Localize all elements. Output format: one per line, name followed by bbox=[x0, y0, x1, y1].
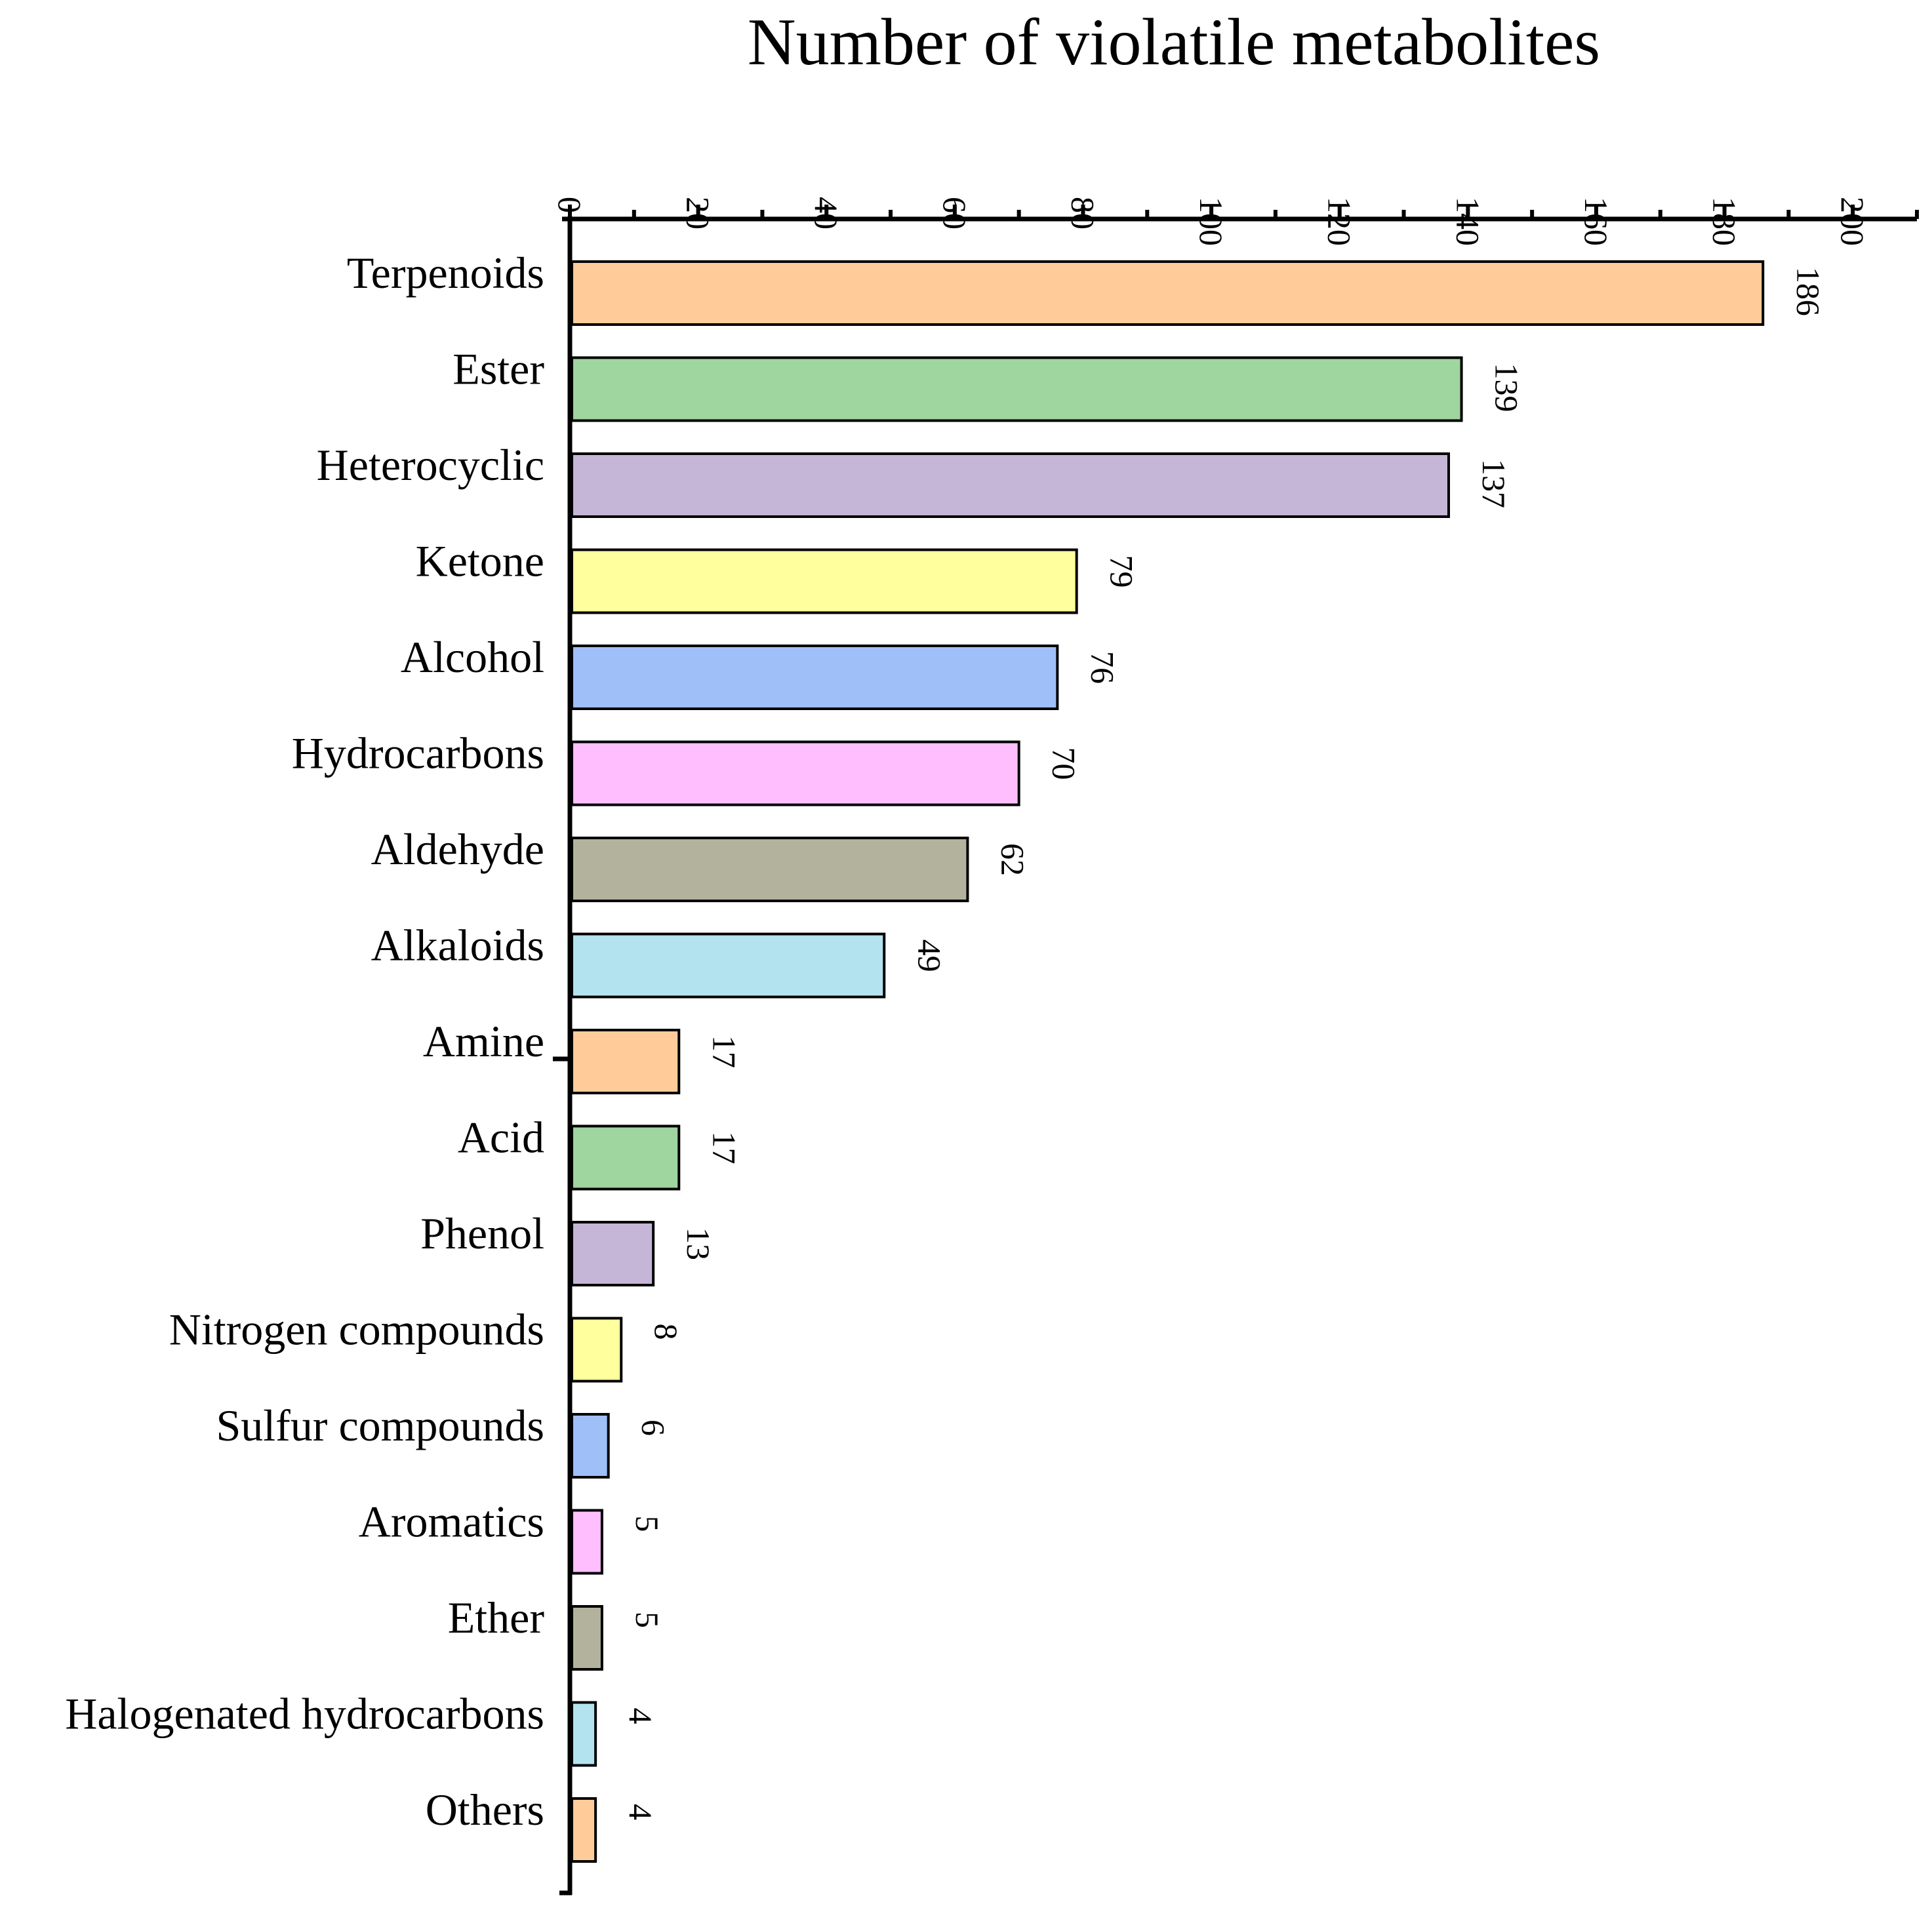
x-tick-label: 200 bbox=[1834, 197, 1871, 246]
x-tick-label: 160 bbox=[1578, 197, 1615, 246]
category-label: Heterocyclic bbox=[317, 440, 544, 490]
x-tick-label: 60 bbox=[936, 197, 973, 229]
category-label: Aromatics bbox=[359, 1497, 544, 1547]
category-label: Nitrogen compounds bbox=[169, 1305, 544, 1355]
x-tick-label: 0 bbox=[552, 197, 588, 213]
category-label: Hydrocarbons bbox=[292, 728, 544, 778]
bar bbox=[571, 548, 1078, 614]
bar bbox=[571, 932, 886, 999]
bar bbox=[571, 1509, 603, 1575]
value-label: 8 bbox=[648, 1324, 685, 1340]
value-label: 5 bbox=[629, 1612, 666, 1628]
bar bbox=[571, 1029, 681, 1094]
value-label: 137 bbox=[1476, 459, 1512, 508]
category-label: Sulfur compounds bbox=[216, 1401, 544, 1450]
bar bbox=[571, 1221, 655, 1286]
category-label: Amine bbox=[423, 1016, 544, 1066]
bars bbox=[571, 260, 1765, 1863]
x-tick-label: 120 bbox=[1321, 197, 1358, 246]
category-label: Ether bbox=[448, 1593, 545, 1642]
value-label: 49 bbox=[911, 940, 948, 972]
bar bbox=[571, 837, 969, 902]
value-label: 139 bbox=[1489, 363, 1525, 412]
bar bbox=[571, 260, 1765, 326]
x-tick-label: 100 bbox=[1193, 197, 1230, 246]
bar bbox=[571, 452, 1450, 518]
category-label: Ester bbox=[453, 344, 544, 394]
value-label: 4 bbox=[622, 1804, 659, 1820]
value-label: 79 bbox=[1104, 555, 1140, 588]
category-label: Halogenated hydrocarbons bbox=[65, 1689, 544, 1739]
category-label: Acid bbox=[458, 1113, 544, 1163]
category-label: Aldehyde bbox=[371, 824, 544, 874]
value-label: 17 bbox=[706, 1035, 742, 1068]
bar bbox=[571, 356, 1463, 422]
value-label: 13 bbox=[680, 1227, 717, 1260]
category-label: Terpenoids bbox=[347, 248, 544, 298]
value-label: 4 bbox=[622, 1708, 659, 1724]
x-tick-label: 80 bbox=[1064, 197, 1101, 229]
bar bbox=[571, 1317, 623, 1383]
y-axis bbox=[553, 216, 573, 1896]
bar bbox=[571, 1797, 597, 1863]
value-label: 70 bbox=[1046, 747, 1083, 780]
category-label: Alkaloids bbox=[371, 921, 544, 970]
value-label: 62 bbox=[994, 843, 1031, 876]
category-label: Alcohol bbox=[401, 632, 544, 682]
value-label: 17 bbox=[706, 1132, 742, 1164]
bar bbox=[571, 1124, 681, 1191]
category-label: Ketone bbox=[416, 536, 544, 586]
category-labels: Terpenoids Ester Heterocyclic Ketone Alcohol… bbox=[65, 248, 544, 1835]
chart-title: Number of violatile metabolites bbox=[748, 5, 1600, 79]
x-tick-label: 40 bbox=[808, 197, 845, 229]
x-tick-label: 140 bbox=[1449, 197, 1486, 246]
x-tick-label: 180 bbox=[1706, 197, 1743, 246]
value-label: 76 bbox=[1084, 651, 1121, 684]
x-axis: 0 20 40 60 80 100 120 140 160 180 200 bbox=[552, 197, 1919, 246]
value-label: 5 bbox=[629, 1516, 666, 1532]
value-label: 186 bbox=[1790, 267, 1826, 316]
category-label: Others bbox=[426, 1785, 544, 1835]
value-labels: 186 139 137 79 76 70 62 49 17 17 13 8 6 5 5 4 4 bbox=[622, 267, 1826, 1820]
category-label: Phenol bbox=[420, 1208, 544, 1258]
value-label: 6 bbox=[635, 1420, 672, 1436]
bar bbox=[571, 1413, 610, 1479]
bar bbox=[571, 645, 1059, 710]
bar bbox=[571, 1605, 603, 1671]
bar bbox=[571, 1701, 597, 1767]
x-tick-label: 20 bbox=[680, 197, 717, 229]
bar bbox=[571, 740, 1020, 806]
